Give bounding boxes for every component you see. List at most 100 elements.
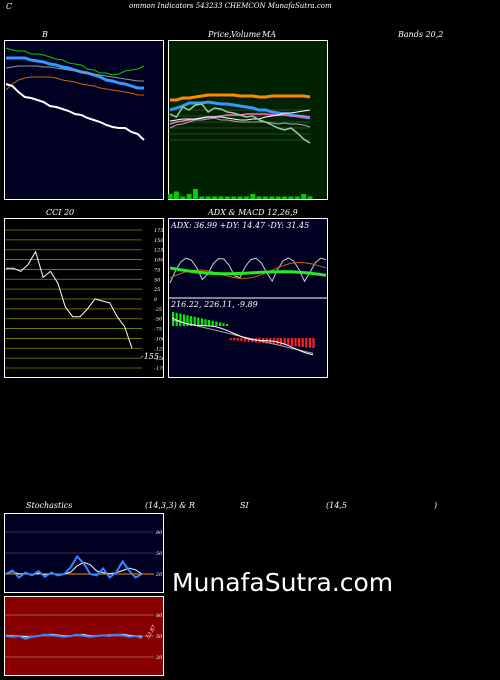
cci-line <box>6 250 133 349</box>
macd-histogram-bar <box>280 338 283 345</box>
cci-tick-label: 175 <box>154 228 164 234</box>
volume-bar <box>237 196 243 199</box>
stoch-title-1: Stochastics <box>26 501 73 510</box>
cci-title: CCI 20 <box>46 208 75 217</box>
bb-price-line <box>5 83 145 141</box>
macd-histogram-bar <box>247 338 250 342</box>
macd-histogram-bar <box>186 315 189 326</box>
macd-histogram-bar <box>308 338 311 348</box>
volume-bar <box>282 196 288 199</box>
macd-histogram-bar <box>179 313 182 326</box>
volume-bar <box>301 194 307 199</box>
cci-tick-label: -100 <box>154 336 164 342</box>
volume-bar <box>262 196 268 199</box>
volume-bar <box>180 196 186 199</box>
volume-bar <box>173 191 179 199</box>
macd-histogram-bar <box>215 321 218 326</box>
bollinger-chart <box>4 40 164 200</box>
rsi-tick-label: 80 <box>156 613 163 619</box>
price-ma-blue-line <box>169 100 311 120</box>
macd-histogram-bar <box>287 338 290 346</box>
adx-values-label: ADX: 36.99 +DY: 14.47 -DY: 31.45 <box>170 221 309 230</box>
volume-bar <box>192 189 198 199</box>
price-title-3: MA <box>262 30 276 39</box>
stoch-title-2: (14,3,3) & R <box>145 501 195 510</box>
cci-background <box>4 218 164 378</box>
price-close-line <box>169 103 311 144</box>
macd-histogram-bar <box>240 338 243 342</box>
macd-histogram-bar <box>182 314 185 326</box>
macd-histogram-bar <box>218 322 221 326</box>
volume-bar <box>250 194 256 199</box>
cci-tick-label: -175 <box>154 366 164 372</box>
bb-ma-line <box>5 65 144 82</box>
stoch-k-line <box>5 554 143 579</box>
volume-bar <box>205 196 211 199</box>
volume-bar <box>294 196 300 199</box>
volume-bar <box>243 196 249 199</box>
volume-bar <box>256 196 262 199</box>
price-volume-chart <box>168 40 328 200</box>
cci-tick-label: 75 <box>154 267 160 273</box>
macd-histogram-bar <box>175 312 178 326</box>
cci-tick-label: -150 <box>154 356 164 362</box>
header-title: ommon Indicators 543233 CHEMCON MunafaSu… <box>129 2 332 10</box>
volume-bar <box>186 194 192 199</box>
macd-histogram-bar <box>276 338 279 345</box>
cci-tick-label: 50 <box>154 277 161 283</box>
volume-bar <box>218 196 224 199</box>
macd-histogram-bar <box>222 323 225 326</box>
stoch-title-3: SI <box>240 501 249 510</box>
macd-histogram-bar <box>226 324 229 326</box>
volume-bar <box>224 196 230 199</box>
bb-middle-band-line <box>6 56 144 90</box>
volume-bar <box>269 196 275 199</box>
macd-histogram-bar <box>208 320 211 326</box>
cci-tick-label: 25 <box>153 287 160 293</box>
volume-bar <box>168 194 173 199</box>
macd-histogram-bar <box>229 338 232 340</box>
volume-bar <box>212 196 218 199</box>
macd-histogram-bar <box>236 338 239 341</box>
macd-histogram-bar <box>301 338 304 347</box>
stoch-title-4: (14,5 <box>326 501 347 510</box>
adx-line <box>169 266 327 277</box>
cci-last-value-label: -155 <box>141 352 159 361</box>
rsi-tick-label: 50 <box>156 634 163 640</box>
macd-histogram-bar <box>244 338 247 342</box>
cci-tick-label: -125 <box>154 346 164 352</box>
macd-histogram-bar <box>298 338 301 347</box>
macd-histogram-bar <box>193 316 196 326</box>
cci-tick-label: -25 <box>154 307 162 313</box>
cci-chart: 175 150 125 100 75 50 25 0 -25 -50 -75 -100 -125 -150… <box>4 218 164 378</box>
macd-histogram-bar <box>283 338 286 346</box>
macd-histogram-bar <box>204 319 207 326</box>
macd-line <box>171 317 314 356</box>
stoch-tick-label: 80 <box>156 530 163 536</box>
cci-tick-label: -75 <box>154 327 162 333</box>
macd-histogram-bar <box>233 338 236 341</box>
price-ma-white-line <box>169 109 311 122</box>
stoch-tick-label: 50 <box>156 551 163 557</box>
cci-tick-label: 0 <box>154 297 158 303</box>
bb-title: B <box>42 30 48 39</box>
stoch-title-5: ) <box>434 501 438 510</box>
cci-tick-label: 100 <box>154 258 164 264</box>
price-title-1: Price, <box>208 30 232 39</box>
bb-lower-band-line <box>5 76 144 96</box>
bb-upper-band-line <box>5 47 145 76</box>
bb-background <box>4 40 164 200</box>
watermark: MunafaSutra.com <box>172 568 394 597</box>
adx-plus-di-line <box>169 261 327 279</box>
adx-macd-title: ADX & MACD 12,26,9 <box>208 208 298 217</box>
macd-values-label: 216.22, 226.11, -9.89 <box>170 300 258 309</box>
rsi-line <box>5 633 143 640</box>
macd-histogram-bar <box>190 316 193 326</box>
rsi-tick-label: 20 <box>155 655 163 661</box>
macd-histogram-bar <box>200 318 203 326</box>
volume-bar <box>231 196 237 199</box>
header-prefix: C <box>6 2 13 11</box>
price-ma-orange-line <box>170 93 311 102</box>
cci-tick-label: -50 <box>154 317 163 323</box>
